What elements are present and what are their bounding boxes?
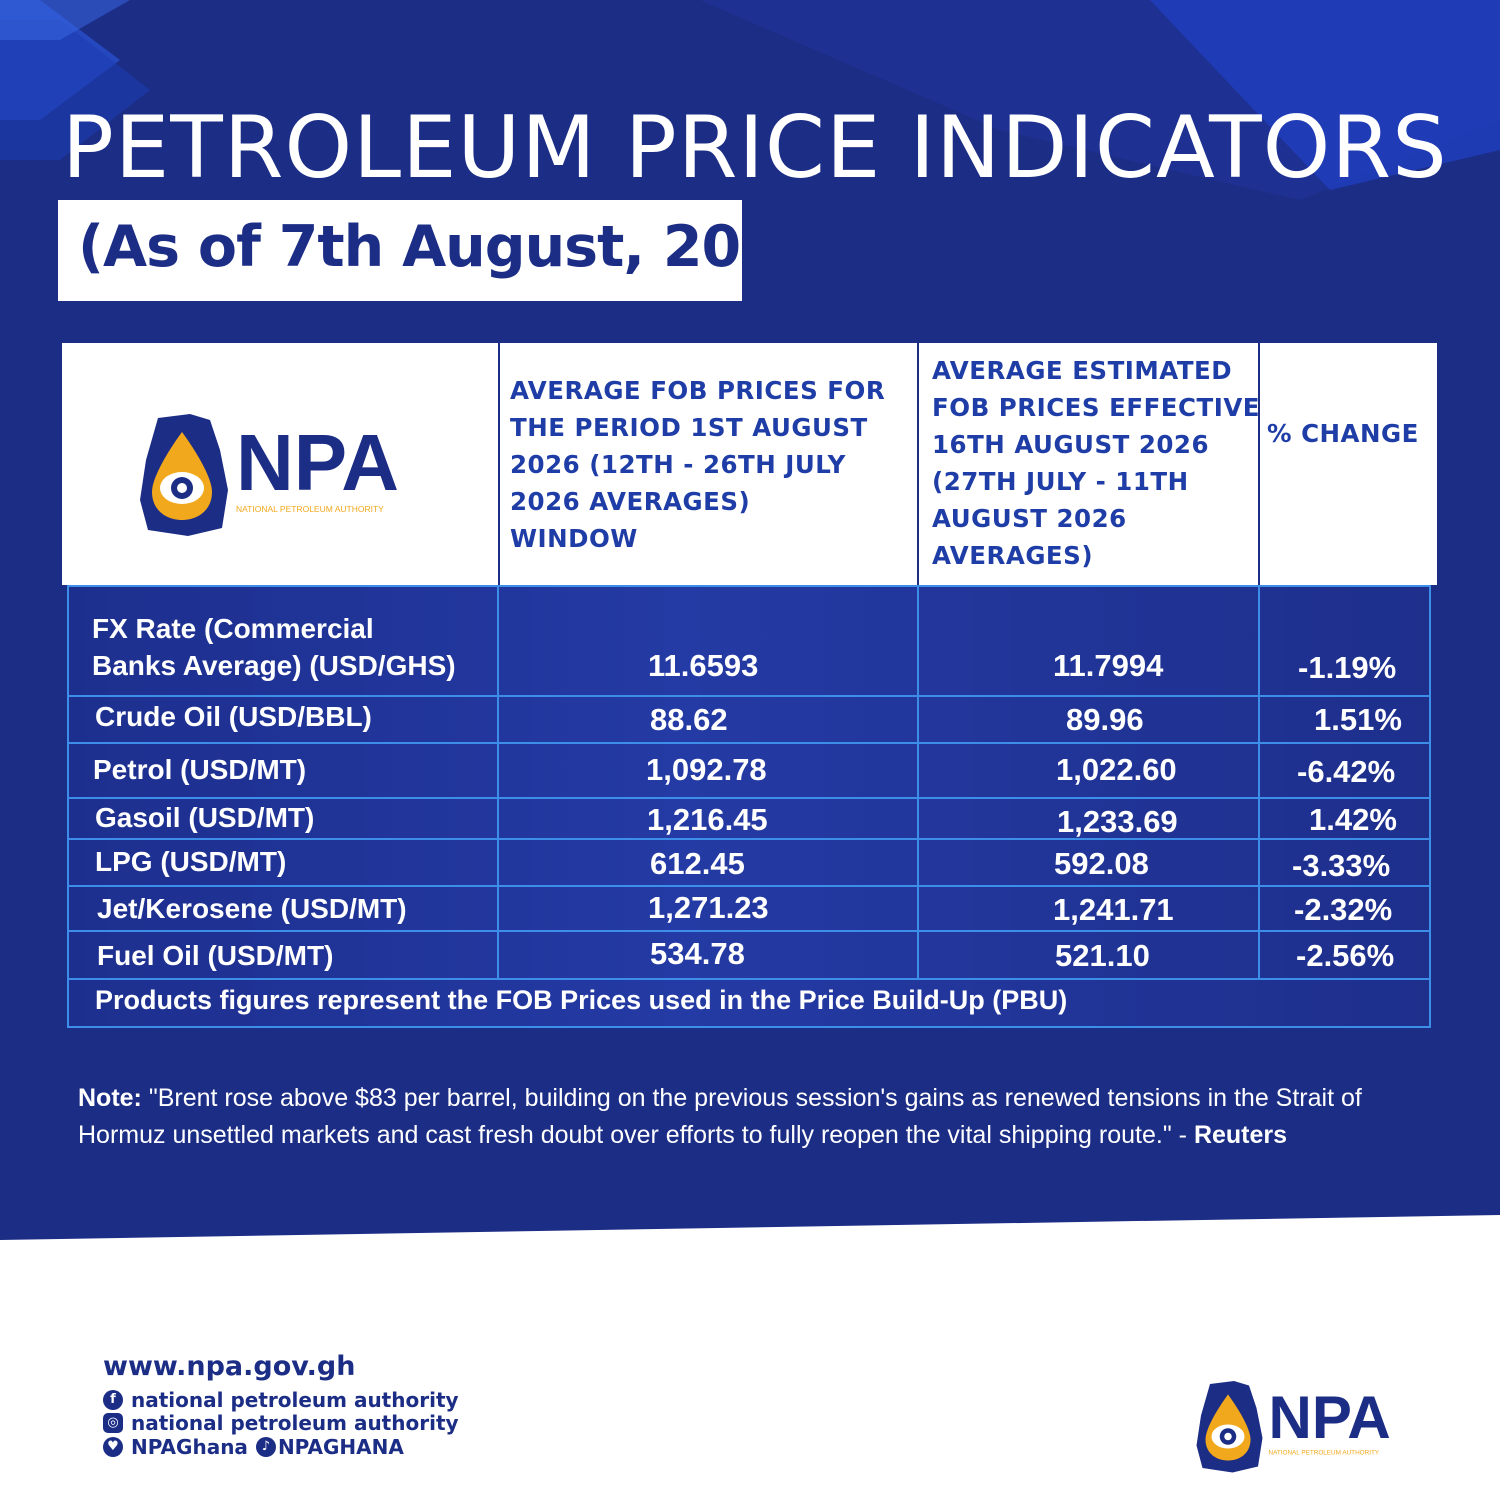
row-label-lpg: LPG (USD/MT) (95, 846, 287, 877)
news-note: Note: "Brent rose above $83 per barrel, … (78, 1080, 1438, 1154)
column-header-line: 16TH AUGUST 2026 (932, 430, 1210, 459)
header-divider (1258, 343, 1260, 585)
fx-est-value: 11.7994 (1053, 648, 1164, 683)
row-divider (67, 978, 1431, 980)
website-link[interactable]: www.npa.gov.gh (103, 1351, 356, 1382)
row-divider (67, 930, 1431, 932)
subtitle-box (58, 200, 742, 301)
column-header-line: 2026 (12TH - 26TH JULY (510, 450, 846, 479)
petrol-change-value: -6.42% (1297, 754, 1396, 789)
page-title: PETROLEUM PRICE INDICATORS (62, 98, 1448, 198)
row-label-gasoil: Gasoil (USD/MT) (95, 802, 315, 833)
tiktok-handle[interactable]: NPAGHANA (277, 1435, 404, 1459)
row-divider (67, 838, 1431, 840)
logo-mark: NPA (236, 418, 399, 507)
column-header-line: THE PERIOD 1ST AUGUST (510, 413, 868, 442)
fueloil-est-value: 521.10 (1055, 938, 1150, 973)
lpg-change-value: -3.33% (1292, 848, 1391, 883)
social-row-twitter-tiktok: ♥ NPAGhana ♪ NPAGHANA (103, 1435, 404, 1459)
row-label-fueloil: Fuel Oil (USD/MT) (97, 940, 334, 971)
column-divider (497, 585, 499, 980)
gasoil-change-value: 1.42% (1309, 802, 1397, 837)
petrol-prev-value: 1,092.78 (646, 752, 767, 787)
footer-logo-tagline: NATIONAL PETROLEUM AUTHORITY (1269, 1450, 1380, 1457)
column-header-line: % CHANGE (1267, 419, 1419, 448)
jet-change-value: -2.32% (1294, 892, 1393, 927)
row-divider (67, 742, 1431, 744)
twitter-handle[interactable]: NPAGhana (131, 1435, 248, 1459)
row-label-fx-line1: FX Rate (Commercial (92, 613, 374, 644)
note-source: Reuters (1193, 1121, 1288, 1149)
page-subtitle: (As of 7th August, 2026) (78, 214, 844, 280)
fueloil-change-value: -2.56% (1296, 938, 1395, 973)
fx-change-value: -1.19% (1298, 650, 1397, 685)
npa-logo: NPA NATIONAL PETROLEUM AUTHORITY (140, 414, 399, 536)
tiktok-icon: ♪ (255, 1437, 276, 1457)
column-header-line: AVERAGE FOB PRICES FOR (510, 376, 886, 405)
gasoil-prev-value: 1,216.45 (647, 802, 768, 837)
row-label-jet: Jet/Kerosene (USD/MT) (97, 893, 407, 924)
row-divider (67, 797, 1431, 799)
row-label-fx-line2: Banks Average) (USD/GHS) (92, 650, 456, 681)
row-label-crude: Crude Oil (USD/BBL) (95, 701, 372, 732)
facebook-link[interactable]: f national petroleum authority (103, 1388, 459, 1412)
table-header (62, 343, 1437, 585)
fx-prev-value: 11.6593 (648, 648, 759, 683)
logo-tagline: NATIONAL PETROLEUM AUTHORITY (236, 504, 384, 514)
row-label-petrol: Petrol (USD/MT) (93, 754, 307, 785)
column-header-estimated: AVERAGE ESTIMATED FOB PRICES EFFECTIVE 16T… (932, 352, 1260, 574)
facebook-icon: f (103, 1390, 123, 1410)
crude-est-value: 89.96 (1066, 702, 1144, 737)
column-header-line: AVERAGES) (932, 541, 1094, 570)
table-body (67, 585, 1431, 1028)
column-divider (917, 585, 919, 980)
column-divider (1258, 585, 1260, 980)
column-header-line: AVERAGE ESTIMATED (932, 356, 1233, 385)
note-body: "Brent rose above $83 per barrel, buildi… (78, 1084, 1362, 1149)
twitter-icon: ♥ (103, 1437, 123, 1457)
header-divider (917, 343, 919, 585)
petrol-est-value: 1,022.60 (1056, 752, 1177, 787)
row-divider (67, 885, 1431, 887)
row-divider (67, 695, 1431, 697)
column-header-change: % CHANGE (1267, 415, 1419, 452)
jet-prev-value: 1,271.23 (648, 890, 769, 925)
column-header-line: 2026 AVERAGES) (510, 487, 751, 516)
crude-change-value: 1.51% (1314, 702, 1402, 737)
column-header-previous: AVERAGE FOB PRICES FOR THE PERIOD 1ST AUG… (510, 372, 885, 557)
lpg-est-value: 592.08 (1054, 846, 1149, 881)
header-divider (498, 343, 500, 585)
facebook-handle: national petroleum authority (131, 1388, 459, 1412)
fueloil-prev-value: 534.78 (650, 936, 745, 971)
instagram-icon: ◎ (103, 1413, 123, 1433)
gasoil-est-value: 1,233.69 (1057, 804, 1178, 839)
table-footnote: Products figures represent the FOB Price… (95, 985, 1068, 1015)
note-prefix: Note: (78, 1084, 142, 1112)
footer-logo-mark: NPA (1269, 1384, 1391, 1451)
crude-prev-value: 88.62 (650, 702, 728, 737)
column-header-line: FOB PRICES EFFECTIVE (932, 393, 1261, 422)
jet-est-value: 1,241.71 (1053, 892, 1174, 927)
lpg-prev-value: 612.45 (650, 846, 745, 881)
column-header-line: AUGUST 2026 (932, 504, 1127, 533)
instagram-link[interactable]: ◎ national petroleum authority (103, 1411, 459, 1435)
instagram-handle: national petroleum authority (131, 1411, 459, 1435)
footer-npa-logo: NPA NATIONAL PETROLEUM AUTHORITY (1196, 1381, 1391, 1473)
column-header-line: (27TH JULY - 11TH (932, 467, 1189, 496)
column-header-line: WINDOW (510, 524, 638, 553)
